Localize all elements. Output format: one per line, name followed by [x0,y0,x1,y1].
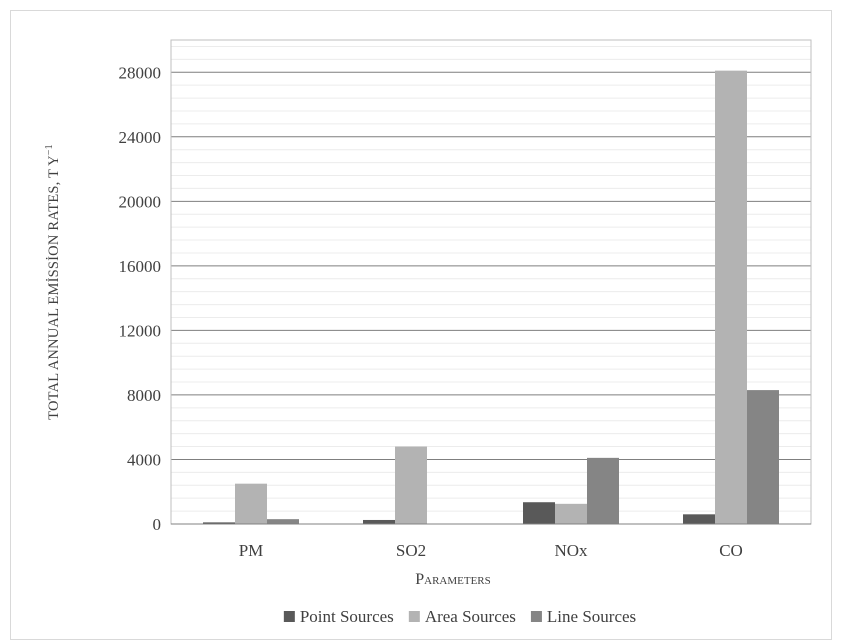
y-tick-label: 20000 [119,192,162,211]
x-category-label: NOx [554,541,588,560]
bar-area-sources-pm [235,483,267,524]
bar-line-sources-pm [267,519,299,524]
legend-swatch-point-sources [283,611,295,622]
legend-label: Line Sources [547,607,636,626]
y-tick-label: 24000 [119,128,162,147]
bar-point-sources-pm [203,522,235,524]
y-axis-label: TOTAL ANNUAL EMİSSİON RATES, T Y−1 [44,144,62,420]
bar-area-sources-nox [555,503,587,524]
bar-area-sources-co [715,70,747,525]
legend-label: Area Sources [425,607,516,626]
bar-point-sources-nox [523,502,555,524]
y-axis-label-superscript: −1 [44,144,55,155]
x-axis-label: Parameters [415,571,491,588]
y-axis-label-text: TOTAL ANNUAL EMİSSİON RATES, T Y [46,155,62,420]
y-tick-label: 16000 [119,257,162,276]
bars [203,70,779,525]
major-gridlines [171,71,811,460]
bar-line-sources-nox [587,457,619,524]
chart-frame [10,10,832,640]
x-category-label: CO [719,541,743,560]
bar-point-sources-so2 [363,519,395,524]
y-tick-label: 4000 [127,450,161,469]
y-tick-label: 0 [153,515,162,534]
legend-label: Point Sources [300,607,394,626]
legend: Point Sources Area Sources Line Sources [283,607,636,626]
x-category-labels: PM SO2 NOx CO [239,541,743,560]
x-category-label: PM [239,541,264,560]
y-tick-label: 12000 [119,321,162,340]
bar-area-sources-so2 [395,446,427,524]
legend-swatch-area-sources [408,611,420,622]
x-category-label: SO2 [396,541,426,560]
y-tick-labels: 0 4000 8000 12000 16000 20000 24000 28000 [119,63,162,534]
bar-point-sources-co [683,514,715,524]
legend-swatch-line-sources [530,611,542,622]
y-tick-label: 8000 [127,386,161,405]
y-tick-label: 28000 [119,63,162,82]
bar-line-sources-co [747,390,779,524]
minor-gridlines [171,45,811,512]
